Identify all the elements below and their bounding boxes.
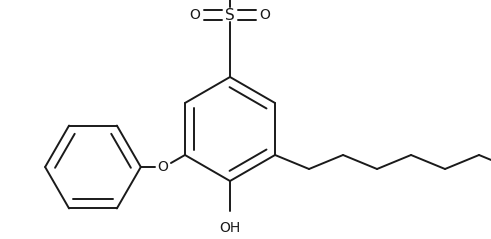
Text: O: O — [260, 8, 271, 22]
Text: S: S — [225, 7, 235, 22]
Text: O: O — [158, 160, 168, 174]
Text: O: O — [190, 8, 200, 22]
Text: OH: OH — [219, 221, 241, 235]
